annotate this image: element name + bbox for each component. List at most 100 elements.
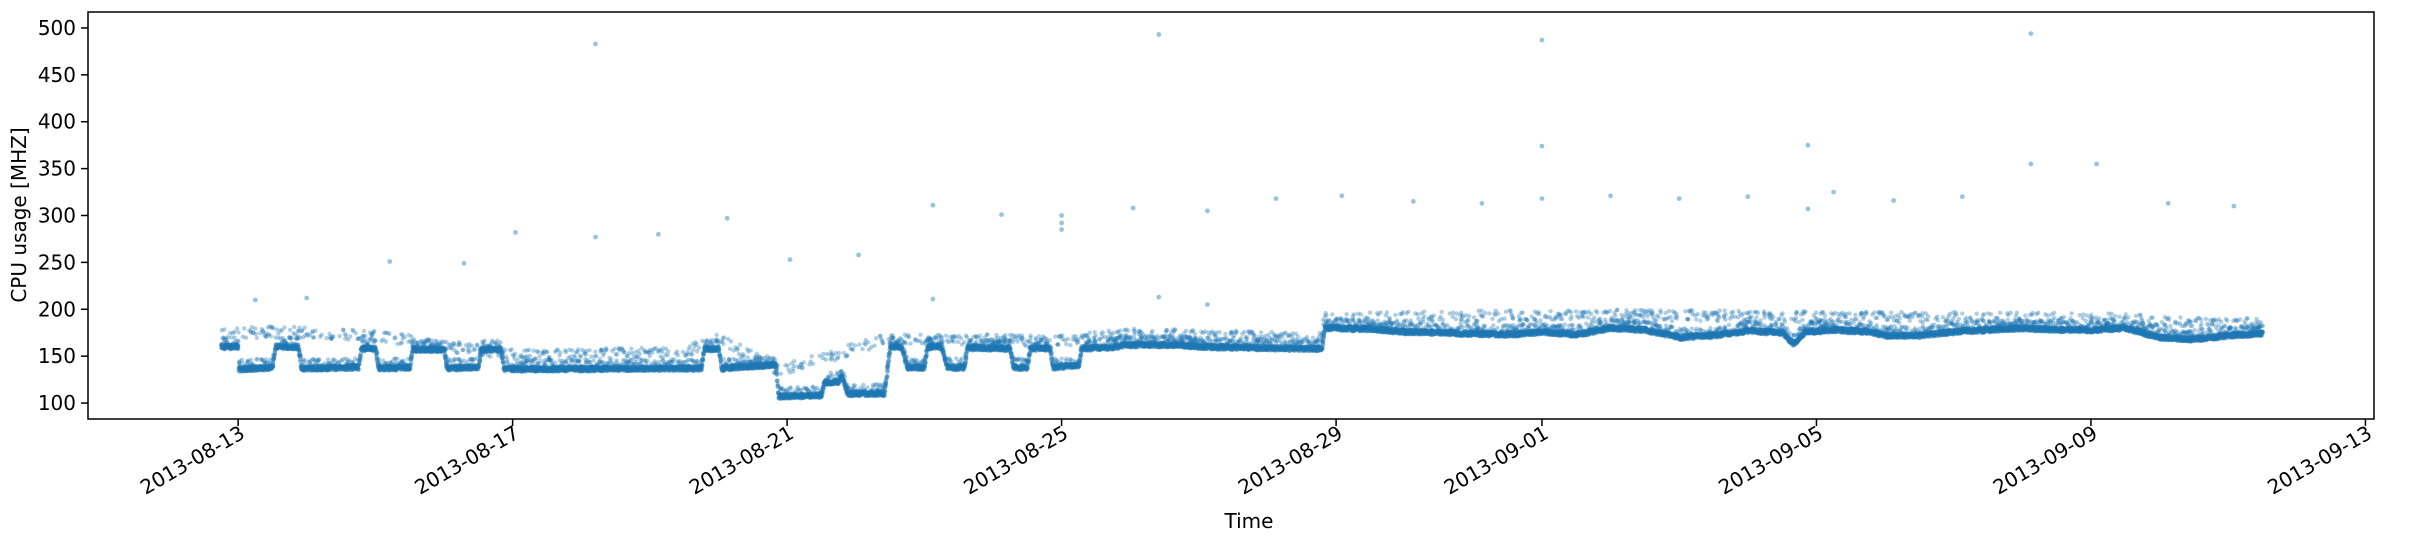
data-point [647, 354, 652, 359]
data-point [239, 366, 245, 371]
data-point [236, 368, 241, 374]
data-point [792, 358, 797, 364]
data-point [959, 336, 964, 341]
data-point [591, 358, 596, 363]
data-point [226, 342, 231, 348]
data-point [527, 353, 533, 358]
data-point [233, 344, 238, 350]
data-point [219, 328, 224, 333]
data-point [665, 353, 670, 358]
data-point [219, 343, 225, 348]
data-point [383, 339, 389, 344]
data-point [891, 335, 896, 340]
data-point [830, 373, 835, 378]
data-point [689, 352, 695, 357]
data-point [233, 342, 238, 348]
data-point [717, 351, 723, 357]
data-point [903, 341, 908, 346]
data-point [242, 365, 248, 371]
data-point [238, 369, 243, 374]
data-point [962, 340, 967, 345]
data-point [538, 358, 543, 363]
data-point [224, 345, 229, 350]
data-point [235, 345, 241, 350]
data-point [348, 334, 353, 339]
data-point [230, 342, 235, 347]
data-point [235, 343, 240, 348]
data-point [311, 335, 317, 340]
data-point [298, 353, 304, 358]
data-point [232, 344, 237, 350]
data-point [237, 366, 243, 371]
data-point [1026, 357, 1032, 363]
data-point [237, 365, 242, 371]
data-point [230, 331, 236, 336]
data-point [629, 346, 634, 351]
data-point [850, 347, 856, 352]
data-point [956, 339, 961, 345]
data-point [637, 351, 642, 357]
data-point [959, 356, 964, 361]
data-point [231, 345, 236, 350]
data-point [242, 365, 247, 371]
data-point [221, 346, 227, 351]
data-point [498, 340, 503, 345]
data-point [221, 346, 227, 352]
data-point [666, 349, 671, 354]
data-point [951, 339, 957, 344]
data-point [737, 342, 743, 347]
data-point [222, 340, 227, 345]
data-point [882, 388, 888, 394]
data-point [225, 343, 230, 348]
data-point [904, 354, 910, 359]
data-point [748, 348, 753, 353]
data-point [842, 374, 848, 379]
data-point [235, 338, 240, 344]
data-point [242, 368, 248, 373]
data-point [344, 333, 349, 338]
data-point [800, 365, 805, 370]
data-point [232, 335, 237, 340]
data-point [866, 340, 871, 345]
data-point [228, 346, 234, 351]
data-point [221, 345, 226, 351]
data-point [236, 366, 242, 372]
data-point [513, 351, 518, 356]
data-point [224, 344, 230, 350]
data-point [902, 350, 908, 355]
data-point [809, 354, 814, 359]
data-point [228, 343, 233, 349]
data-point [504, 357, 510, 362]
data-point [222, 345, 227, 351]
data-point [228, 346, 234, 351]
data-point [223, 343, 229, 349]
data-point [645, 358, 650, 364]
data-point [614, 358, 619, 363]
data-point [240, 334, 246, 339]
data-point [509, 347, 514, 352]
data-point [219, 345, 225, 351]
data-point [238, 365, 243, 371]
data-point [393, 335, 398, 340]
data-point [458, 342, 463, 347]
data-point [363, 333, 368, 338]
data-point [224, 343, 230, 348]
data-point [241, 368, 247, 374]
data-point [232, 342, 238, 348]
data-point [254, 335, 260, 341]
data-point [225, 340, 230, 345]
data-point [236, 359, 242, 365]
data-point [234, 342, 240, 348]
data-point [716, 347, 722, 353]
data-point [235, 346, 241, 352]
data-point [861, 382, 866, 388]
data-point [399, 340, 404, 345]
data-point [577, 358, 582, 364]
data-point [1020, 335, 1025, 341]
data-point [500, 359, 506, 365]
data-point [225, 334, 231, 340]
data-point [236, 330, 241, 335]
data-point [239, 365, 244, 371]
data-point [240, 367, 245, 372]
data-point [735, 346, 740, 351]
